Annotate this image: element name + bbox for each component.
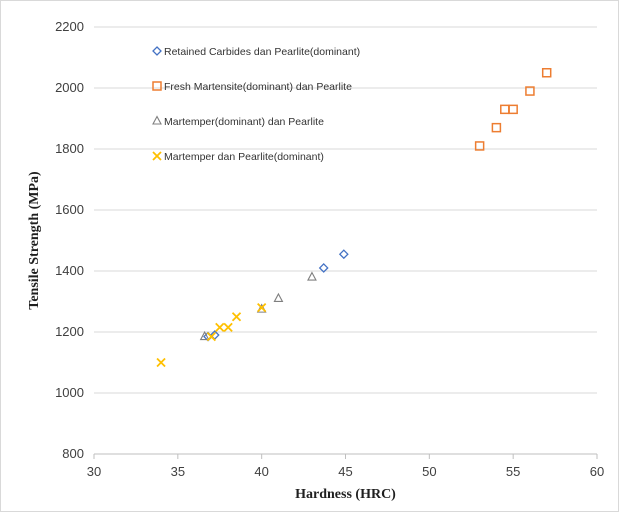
data-point <box>231 312 242 322</box>
data-point <box>257 302 267 313</box>
legend-entry: Retained Carbides dan Pearlite(dominant) <box>152 46 360 58</box>
x-tick-label: 40 <box>254 464 268 479</box>
legend-marker <box>152 115 162 125</box>
data-point <box>508 104 518 115</box>
axes <box>93 453 598 459</box>
y-tick-label: 1800 <box>55 141 84 156</box>
x-tick-label: 50 <box>422 464 436 479</box>
legend-label: Martemper dan Pearlite(dominant) <box>164 151 324 163</box>
legend-label: Martemper(dominant) dan Pearlite <box>164 116 324 128</box>
data-point <box>541 68 552 78</box>
y-tick-label: 2000 <box>55 80 84 95</box>
series-1 <box>203 249 349 342</box>
x-axis-title: Hardness (HRC) <box>295 487 396 502</box>
x-tick-labels: 30 35 40 45 50 55 60 <box>87 464 604 479</box>
y-tick-label: 800 <box>62 446 84 461</box>
data-point <box>318 263 329 273</box>
legend-entry: Martemper dan Pearlite(dominant) <box>152 151 324 163</box>
x-tick-label: 35 <box>171 464 185 479</box>
data-point <box>307 271 317 281</box>
y-tick-label: 1400 <box>55 263 84 278</box>
legend: Retained Carbides dan Pearlite(dominant)… <box>152 46 360 163</box>
legend-entry: Fresh Martensite(dominant) dan Pearlite <box>152 81 352 93</box>
legend-label: Fresh Martensite(dominant) dan Pearlite <box>164 81 352 93</box>
series-4 <box>156 302 267 368</box>
data-point <box>273 292 284 303</box>
data-point <box>525 86 535 96</box>
series-2 <box>474 68 552 151</box>
data-point <box>156 357 166 368</box>
data-points <box>156 68 552 368</box>
data-point <box>223 322 233 333</box>
data-point <box>199 330 210 341</box>
data-point <box>215 322 225 333</box>
y-axis-title: Tensile Strength (MPa) <box>27 171 42 310</box>
legend-entry: Martemper(dominant) dan Pearlite <box>152 115 324 128</box>
data-point <box>206 331 217 342</box>
y-tick-label: 2200 <box>55 19 84 34</box>
legend-label: Retained Carbides dan Pearlite(dominant) <box>164 46 360 58</box>
x-tick-label: 55 <box>506 464 520 479</box>
x-tick-label: 30 <box>87 464 101 479</box>
y-tick-label: 1200 <box>55 324 84 339</box>
y-tick-label: 1000 <box>55 385 84 400</box>
legend-marker <box>152 46 162 56</box>
data-point <box>474 141 485 151</box>
x-tick-label: 45 <box>338 464 352 479</box>
data-point <box>491 122 502 133</box>
data-point <box>500 104 510 115</box>
y-tick-labels: 800 1000 1200 1400 1600 1800 2000 2200 <box>55 19 84 461</box>
gridlines <box>94 26 597 394</box>
legend-marker <box>152 151 162 161</box>
legend-marker <box>152 81 162 91</box>
data-point <box>338 249 349 260</box>
x-tick-label: 60 <box>590 464 604 479</box>
y-tick-label: 1600 <box>55 202 84 217</box>
